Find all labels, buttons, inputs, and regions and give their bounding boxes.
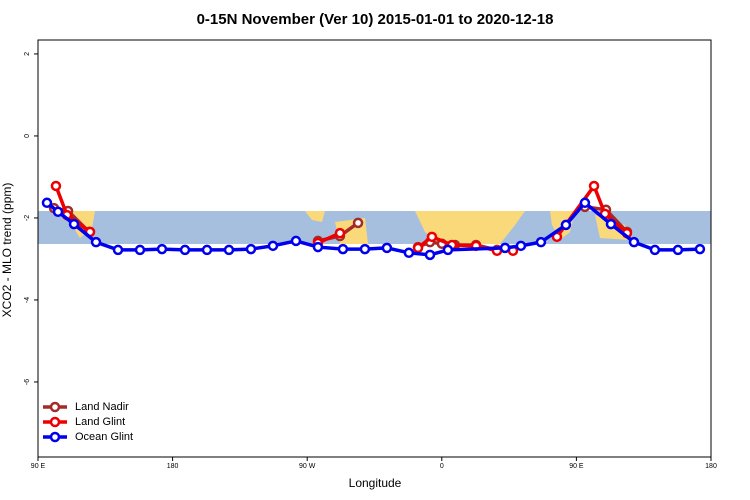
legend-label: Land Nadir bbox=[75, 401, 129, 413]
point bbox=[535, 236, 547, 248]
point bbox=[499, 242, 511, 254]
point bbox=[579, 197, 591, 209]
chart-title: 0-15N November (Ver 10) 2015-01-01 to 20… bbox=[197, 11, 554, 28]
point bbox=[381, 242, 393, 254]
x-tick-label: 90 W bbox=[299, 463, 316, 470]
point bbox=[628, 236, 640, 248]
x-tick-label: 180 bbox=[167, 463, 179, 470]
point bbox=[649, 244, 661, 256]
legend-marker bbox=[49, 401, 61, 413]
x-tick-label: 180 bbox=[705, 463, 717, 470]
y-tick-label: -6 bbox=[24, 379, 31, 385]
point bbox=[442, 244, 454, 256]
point bbox=[68, 218, 80, 230]
point bbox=[112, 244, 124, 256]
plot-frame bbox=[37, 39, 712, 458]
legend-marker bbox=[49, 416, 61, 428]
point bbox=[41, 197, 53, 209]
point bbox=[424, 249, 436, 261]
point bbox=[90, 236, 102, 248]
point bbox=[694, 243, 706, 255]
point bbox=[201, 244, 213, 256]
y-tick-label: 0 bbox=[24, 134, 31, 138]
y-tick-label: 2 bbox=[24, 52, 31, 56]
point bbox=[134, 244, 146, 256]
point bbox=[560, 219, 572, 231]
y-axis-label: XCO2 - MLO trend (ppm) bbox=[0, 183, 14, 318]
point bbox=[267, 240, 279, 252]
point bbox=[245, 243, 257, 255]
legend: Land Nadir Land Glint Ocean Glint bbox=[43, 401, 133, 443]
y-tick-label: -2 bbox=[24, 215, 31, 221]
legend-label: Ocean Glint bbox=[75, 431, 133, 443]
point bbox=[359, 243, 371, 255]
point bbox=[605, 218, 617, 230]
point bbox=[352, 217, 364, 229]
point bbox=[672, 244, 684, 256]
point bbox=[588, 180, 600, 192]
y-tick-label: -4 bbox=[24, 297, 31, 303]
point bbox=[334, 227, 346, 239]
point bbox=[337, 243, 349, 255]
x-axis-label: Longitude bbox=[349, 476, 402, 490]
legend-marker bbox=[49, 431, 61, 443]
legend-label: Land Glint bbox=[75, 416, 125, 428]
x-tick-label: 90 E bbox=[31, 463, 46, 470]
point bbox=[412, 242, 424, 254]
x-tick-label: 90 E bbox=[569, 463, 584, 470]
point bbox=[515, 240, 527, 252]
point bbox=[223, 244, 235, 256]
point bbox=[50, 180, 62, 192]
point bbox=[52, 206, 64, 218]
point bbox=[156, 243, 168, 255]
point bbox=[426, 231, 438, 243]
point bbox=[290, 235, 302, 247]
point bbox=[403, 247, 415, 259]
point bbox=[312, 241, 324, 253]
point bbox=[179, 244, 191, 256]
x-tick-label: 0 bbox=[440, 463, 444, 470]
